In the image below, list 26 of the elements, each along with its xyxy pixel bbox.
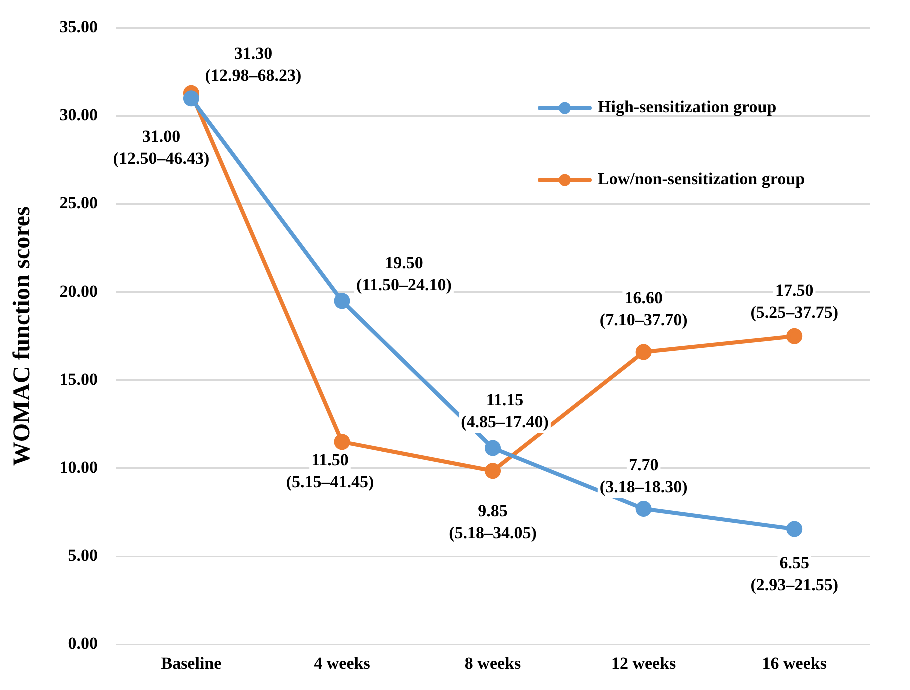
y-tick-label: 20.00 xyxy=(60,282,98,301)
y-tick-label: 10.00 xyxy=(60,458,98,477)
data-label: 16.60 (7.10–37.70) xyxy=(600,288,688,330)
y-axis-title: WOMAC function scores xyxy=(10,206,36,466)
y-tick-label: 30.00 xyxy=(60,106,98,125)
data-label: 6.55 (2.93–21.55) xyxy=(750,554,839,595)
data-label: 11.15 (4.85–17.40) xyxy=(461,390,549,432)
y-tick-label: 15.00 xyxy=(60,370,98,389)
x-tick-label: 12 weeks xyxy=(611,654,677,674)
y-tick-label: 0.00 xyxy=(68,634,98,653)
legend-label: Low/non-sensitization group xyxy=(598,170,806,189)
data-label: 11.50 (5.15–41.45) xyxy=(286,450,374,492)
y-tick-label: 35.00 xyxy=(60,18,98,37)
data-label: 9.85 (5.18–34.05) xyxy=(449,502,537,543)
x-tick-label: 4 weeks xyxy=(314,654,371,674)
data-label: 7.70 (3.18–18.30) xyxy=(600,455,688,496)
y-tick-label: 5.00 xyxy=(68,546,98,565)
data-label: 31.30 (12.98–68.23) xyxy=(205,44,302,85)
legend-label: High-sensitization group xyxy=(598,98,777,117)
data-label: 31.00 (12.50–46.43) xyxy=(113,127,210,168)
data-label: 17.50 (5.25–37.75) xyxy=(750,280,839,322)
x-tick-label: 8 weeks xyxy=(464,654,522,674)
data-label: 19.50 (11.50–24.10) xyxy=(356,254,452,295)
x-tick-label: Baseline xyxy=(161,654,222,674)
y-tick-label: 25.00 xyxy=(60,194,98,213)
x-tick-label: 16 weeks xyxy=(762,654,828,674)
